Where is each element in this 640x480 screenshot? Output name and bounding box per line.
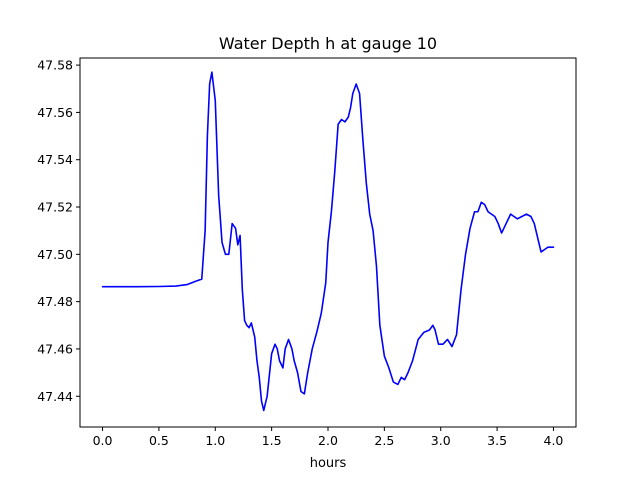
x-tick-label: 1.5 [262,433,282,448]
series-line-0 [101,71,555,412]
x-axis-label: hours [310,456,347,471]
x-tick-label: 3.0 [431,433,451,448]
y-tick-label: 47.56 [37,105,73,120]
x-tick-label: 1.0 [205,433,225,448]
x-axis-ticks: 0.0 0.5 1.0 1.5 2.0 2.5 3.0 3.5 4.0 [93,427,564,448]
x-tick-label: 0.0 [93,433,113,448]
y-tick-label: 47.46 [37,341,73,356]
y-tick-label: 47.44 [37,389,73,404]
y-tick-label: 47.54 [37,152,73,167]
y-axis-ticks: 47.44 47.46 47.48 47.50 47.52 47.54 47.56 47.58 [37,58,80,404]
x-tick-label: 2.5 [374,433,394,448]
plot-area [101,71,555,412]
y-tick-label: 47.52 [37,200,73,215]
chart-title: Water Depth h at gauge 10 [219,34,437,53]
x-tick-label: 4.0 [544,433,564,448]
y-tick-label: 47.48 [37,294,73,309]
plot-frame [79,57,577,428]
x-tick-label: 3.5 [487,433,507,448]
y-tick-label: 47.50 [37,247,73,262]
x-tick-label: 2.0 [318,433,338,448]
x-tick-label: 0.5 [149,433,169,448]
y-tick-label: 47.58 [37,58,73,73]
